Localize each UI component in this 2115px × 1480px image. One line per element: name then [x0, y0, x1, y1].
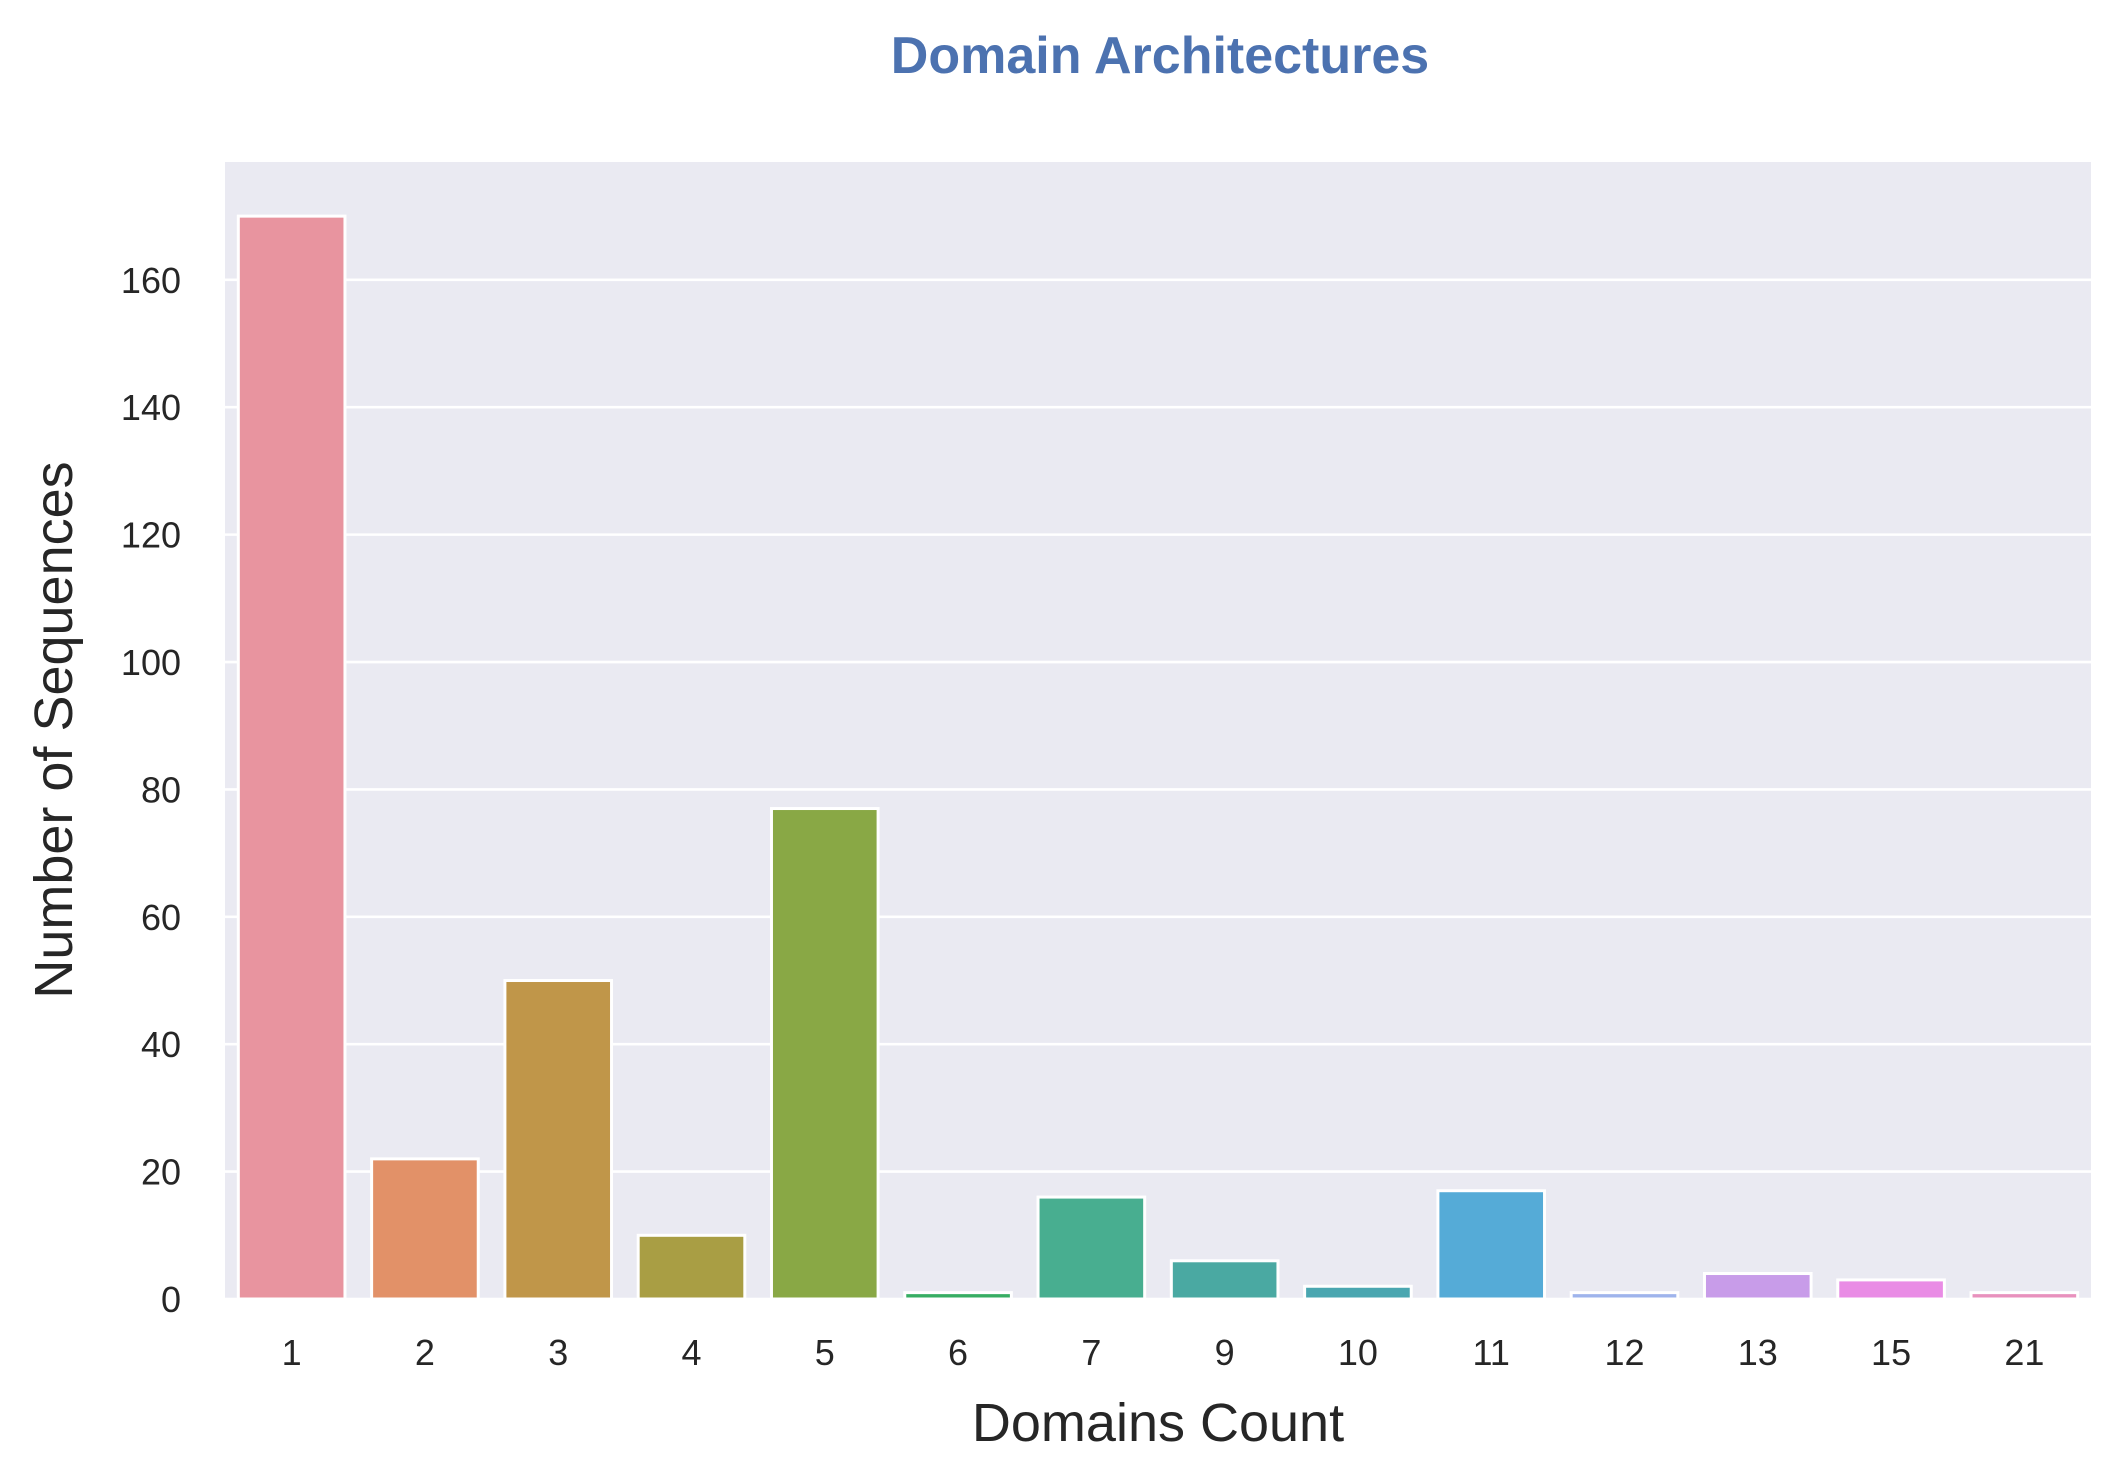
- y-axis-label: Number of Sequences: [24, 461, 84, 998]
- y-tick-label: 140: [121, 387, 181, 428]
- x-tick-label: 6: [948, 1332, 968, 1373]
- x-axis-label: Domains Count: [972, 1393, 1344, 1453]
- x-tick-label: 13: [1738, 1332, 1778, 1373]
- x-tick-label: 5: [815, 1332, 835, 1373]
- bars: [236, 214, 2080, 1301]
- bar-2: [370, 1157, 480, 1301]
- x-tick-labels: 1 2 3 4 5 6 7 9 10 11 12 13 15 21: [282, 1332, 2045, 1373]
- x-tick-label: 4: [681, 1332, 701, 1373]
- y-tick-label: 100: [121, 642, 181, 683]
- bar-4: [636, 1233, 747, 1301]
- x-tick-label: 3: [548, 1332, 568, 1373]
- bar-9: [1169, 1259, 1280, 1301]
- bar-7: [1036, 1195, 1147, 1301]
- x-tick-label: 15: [1871, 1332, 1911, 1373]
- y-tick-label: 60: [141, 897, 181, 938]
- x-tick-label: 12: [1604, 1332, 1644, 1373]
- y-tick-label: 160: [121, 260, 181, 301]
- bar-15: [1836, 1278, 1946, 1301]
- x-tick-label: 7: [1081, 1332, 1101, 1373]
- x-tick-label: 1: [282, 1332, 302, 1373]
- bar-13: [1702, 1272, 1813, 1301]
- chart-title: Domain Architectures: [891, 27, 1429, 85]
- x-tick-label: 9: [1215, 1332, 1235, 1373]
- bar-6: [903, 1291, 1013, 1301]
- bar-1: [236, 214, 347, 1301]
- x-tick-label: 21: [2004, 1332, 2044, 1373]
- x-tick-label: 10: [1338, 1332, 1378, 1373]
- x-tick-label: 2: [415, 1332, 435, 1373]
- bar-11: [1436, 1189, 1547, 1301]
- bar-10: [1303, 1284, 1413, 1301]
- y-tick-label: 20: [141, 1152, 181, 1193]
- y-tick-label: 80: [141, 769, 181, 810]
- bar-5: [769, 807, 880, 1301]
- y-tick-label: 120: [121, 515, 181, 556]
- bar-12: [1569, 1291, 1680, 1301]
- bar-21: [1969, 1291, 2080, 1301]
- bar-3: [503, 979, 614, 1301]
- y-tick-label: 0: [161, 1279, 181, 1320]
- x-tick-label: 11: [1473, 1332, 1510, 1373]
- y-tick-label: 40: [141, 1024, 181, 1065]
- y-tick-labels: 0 20 40 60 80 100 120 140 160: [121, 260, 181, 1320]
